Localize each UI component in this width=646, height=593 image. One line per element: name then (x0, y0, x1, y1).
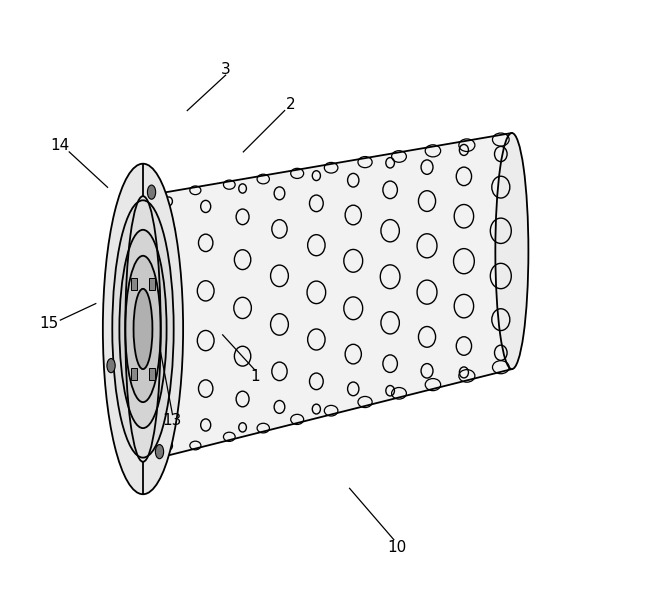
Text: 2: 2 (286, 97, 295, 112)
Ellipse shape (103, 164, 183, 494)
FancyBboxPatch shape (149, 368, 155, 380)
FancyBboxPatch shape (131, 368, 137, 380)
Ellipse shape (112, 200, 174, 458)
Text: 13: 13 (163, 413, 182, 428)
Text: 1: 1 (250, 369, 260, 384)
FancyBboxPatch shape (149, 278, 155, 290)
Polygon shape (125, 133, 528, 462)
Ellipse shape (120, 230, 167, 428)
Ellipse shape (156, 445, 163, 459)
Text: 3: 3 (221, 62, 231, 76)
Ellipse shape (125, 256, 161, 402)
Text: 14: 14 (51, 139, 70, 154)
Text: 15: 15 (39, 315, 58, 330)
FancyBboxPatch shape (131, 278, 137, 290)
Ellipse shape (147, 185, 156, 199)
Ellipse shape (134, 289, 152, 369)
Ellipse shape (495, 133, 528, 369)
Ellipse shape (107, 359, 115, 373)
Text: 10: 10 (387, 540, 406, 555)
